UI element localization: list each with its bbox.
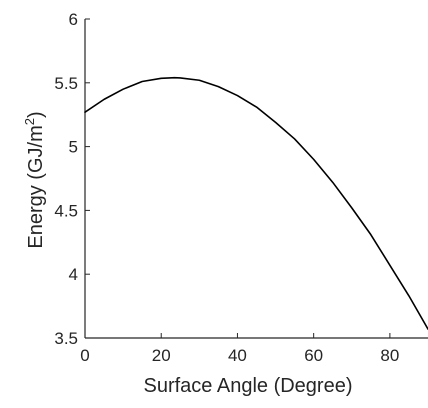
y-tick-label: 5 — [69, 138, 78, 157]
y-axis-label-superscript: 2 — [22, 118, 37, 125]
plot-area — [84, 76, 428, 330]
x-tick-label: 20 — [152, 346, 171, 365]
axes: 0 20 40 60 80 3.5 4 4.5 5 5.5 6 — [54, 10, 428, 365]
y-tick-label: 3.5 — [54, 329, 78, 348]
y-axis-label-main: Energy (GJ/m — [25, 125, 47, 248]
y-tick-label: 5.5 — [54, 74, 78, 93]
y-tick-label: 4.5 — [54, 201, 78, 220]
x-tick-label: 60 — [304, 346, 323, 365]
x-tick-label: 80 — [380, 346, 399, 365]
x-tick-label: 0 — [80, 346, 89, 365]
y-tick-label: 4 — [69, 265, 78, 284]
y-tick-label: 6 — [69, 10, 78, 29]
y-axis-label: Energy (GJ/m2) — [22, 111, 47, 248]
y-axis-label-suffix: ) — [25, 111, 47, 118]
series-line — [84, 76, 428, 330]
x-axis-label: Surface Angle (Degree) — [143, 375, 352, 397]
x-tick-label: 40 — [228, 346, 247, 365]
